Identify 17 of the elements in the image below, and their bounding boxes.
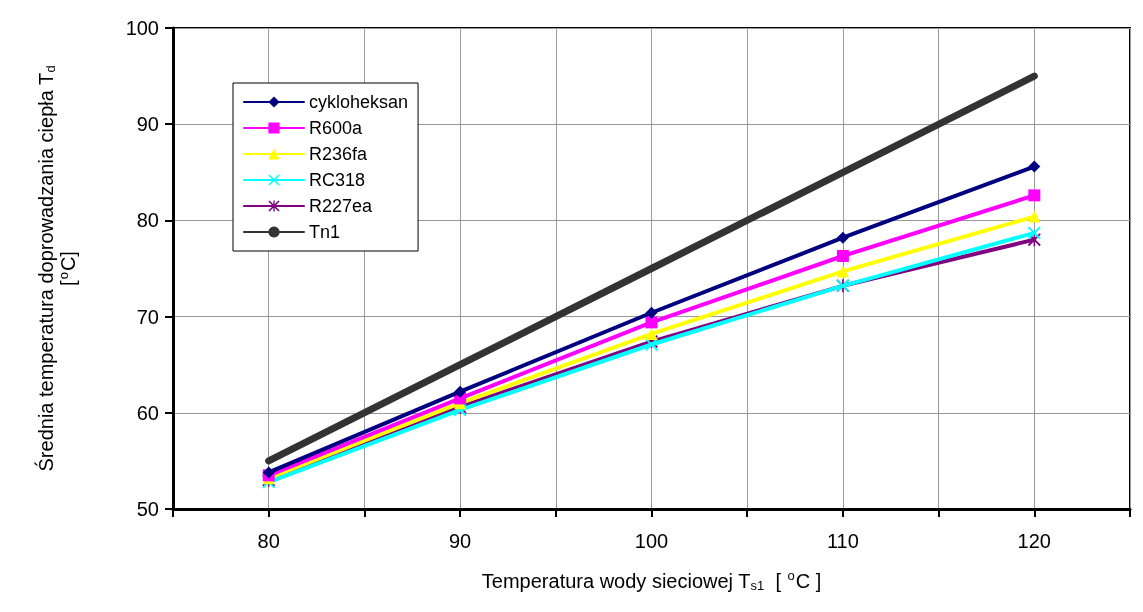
y-tick-label: 60 bbox=[136, 401, 159, 424]
legend-label: R227ea bbox=[309, 196, 374, 216]
legend-label: R236fa bbox=[309, 144, 369, 164]
y-tick-label: 80 bbox=[136, 209, 159, 232]
y-tick-label: 90 bbox=[136, 113, 159, 136]
x-tick-label: 90 bbox=[448, 530, 472, 552]
y-tick-label: 50 bbox=[136, 498, 159, 520]
x-tick-label: 80 bbox=[257, 530, 280, 552]
x-tick-label: 100 bbox=[634, 530, 669, 552]
x-tick-label: 120 bbox=[1017, 530, 1051, 552]
legend-label: R600a bbox=[309, 118, 364, 138]
y-tick-label: 100 bbox=[125, 17, 159, 39]
legend-label: Tn1 bbox=[309, 222, 341, 242]
y-tick-label: 70 bbox=[136, 305, 159, 328]
legend-label: RC318 bbox=[309, 170, 366, 190]
x-tick-label: 110 bbox=[826, 530, 859, 552]
legend-label: cykloheksan bbox=[309, 92, 409, 112]
